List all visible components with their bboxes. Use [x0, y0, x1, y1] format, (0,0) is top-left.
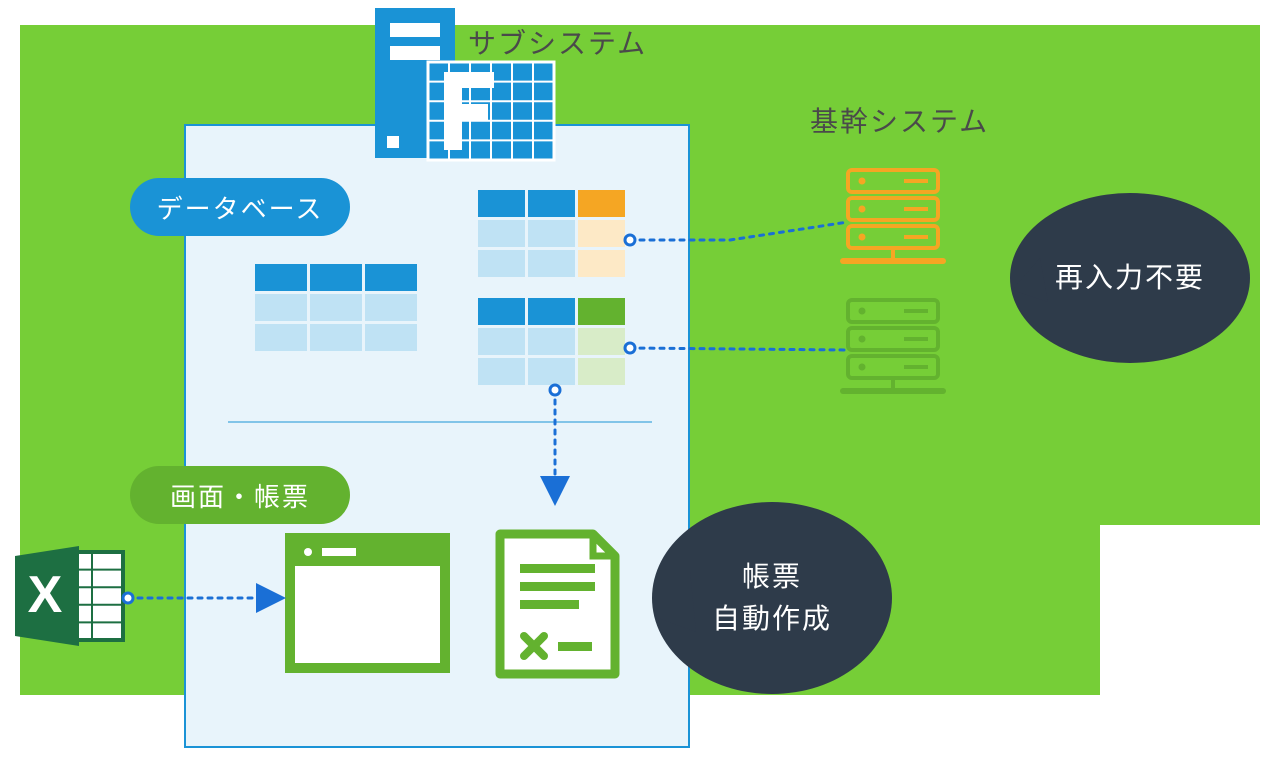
auto-report-line1: 帳票 [742, 561, 802, 592]
subsystem-text: サブシステム [468, 28, 647, 59]
database-pill: データベース [130, 178, 350, 236]
diagram-svg: X [0, 0, 1280, 760]
diagram-stage: X データベース 画面・帳票 サブシステム 基幹システム 再入力不要 帳票 自動… [0, 0, 1280, 760]
no-reentry-text: 再入力不要 [1055, 257, 1205, 299]
core-system-text: 基幹システム [810, 106, 989, 137]
auto-report-bubble-text: 帳票 自動作成 [652, 502, 892, 694]
subsystem-label: サブシステム [468, 22, 647, 62]
auto-report-line2: 自動作成 [712, 603, 832, 634]
screens-reports-label: 画面・帳票 [170, 477, 310, 514]
database-label: データベース [157, 189, 324, 226]
svg-text:X: X [28, 566, 63, 624]
no-reentry-bubble-text: 再入力不要 [1010, 193, 1250, 363]
screens-reports-pill: 画面・帳票 [130, 466, 350, 524]
core-system-label: 基幹システム [810, 100, 989, 140]
